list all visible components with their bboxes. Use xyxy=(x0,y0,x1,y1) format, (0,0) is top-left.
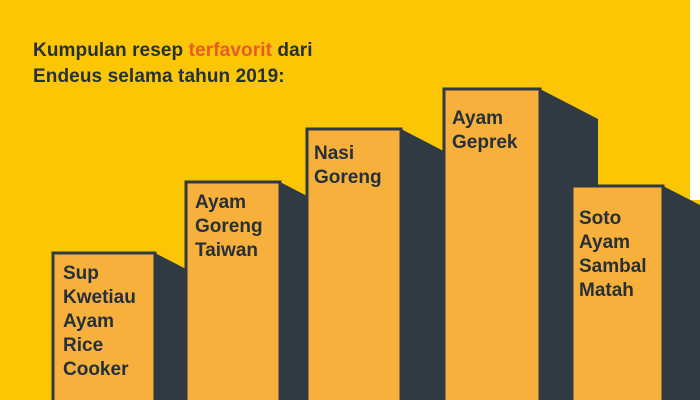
bar-outline xyxy=(442,87,542,400)
bar-outline xyxy=(570,184,665,400)
recipe-label-ayam-geprek: Ayam Geprek xyxy=(452,108,518,153)
headline-text-end: dari xyxy=(272,40,313,61)
bar-outline xyxy=(305,127,403,400)
bar-face xyxy=(53,253,155,400)
bar-shadow xyxy=(663,186,700,400)
bar-outline xyxy=(51,251,157,400)
headline-line-2: Endeus selama tahun 2019: xyxy=(33,66,285,87)
headline-text-start: Kumpulan resep xyxy=(33,40,189,61)
bar-face xyxy=(307,129,401,400)
bar-face xyxy=(444,89,540,400)
bar-outline xyxy=(184,180,282,400)
recipe-label-soto-ayam: Soto Ayam Sambal Matah xyxy=(579,208,647,301)
bar-face xyxy=(572,186,663,400)
headline: Kumpulan resep terfavorit dari Endeus se… xyxy=(33,38,313,90)
recipe-label-nasi-goreng: Nasi Goreng xyxy=(314,143,382,188)
recipe-label-ayam-goreng-taiwan: Ayam Goreng Taiwan xyxy=(195,192,263,261)
headline-highlight: terfavorit xyxy=(188,40,273,61)
bar-face xyxy=(186,182,280,400)
recipe-label-sup-kwetiau: Sup Kwetiau Ayam Rice Cooker xyxy=(63,263,136,380)
bar-soto-ayam xyxy=(570,184,700,400)
